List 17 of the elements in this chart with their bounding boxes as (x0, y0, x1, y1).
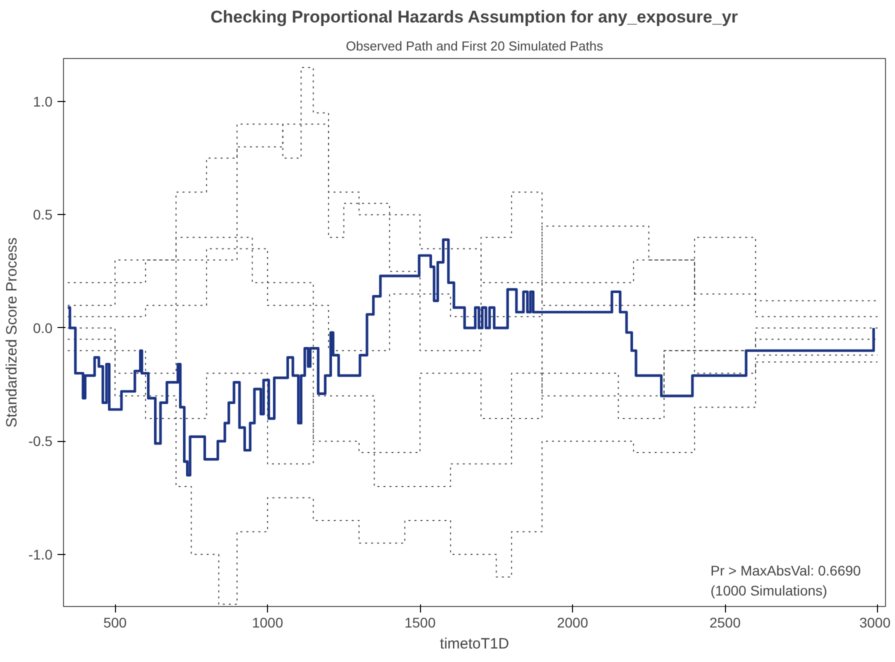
x-tick-label: 2000 (556, 614, 588, 630)
x-tick-label: 1500 (404, 614, 436, 630)
y-tick-label: -0.5 (28, 433, 53, 450)
x-tick-label: 1000 (252, 614, 284, 630)
annotation: Pr > MaxAbsVal: 0.6690 (710, 562, 862, 578)
chart-subtitle: Observed Path and First 20 Simulated Paths (346, 38, 604, 54)
y-tick-label: 0.5 (33, 206, 53, 223)
y-tick-label: -1.0 (28, 546, 53, 562)
chart-title: Checking Proportional Hazards Assumption for any_exposure_yr (210, 8, 738, 26)
x-tick-label: 2500 (709, 614, 741, 630)
x-axis-title: timetoT1D (440, 636, 510, 652)
y-tick-label: 1.0 (33, 94, 53, 110)
y-axis-title: Standardized Score Process (3, 237, 20, 428)
y-tick-label: 0.0 (33, 320, 53, 336)
annotation: (1000 Simulations) (710, 582, 828, 598)
x-tick-label: 500 (103, 614, 127, 630)
x-tick-label: 3000 (859, 614, 891, 630)
